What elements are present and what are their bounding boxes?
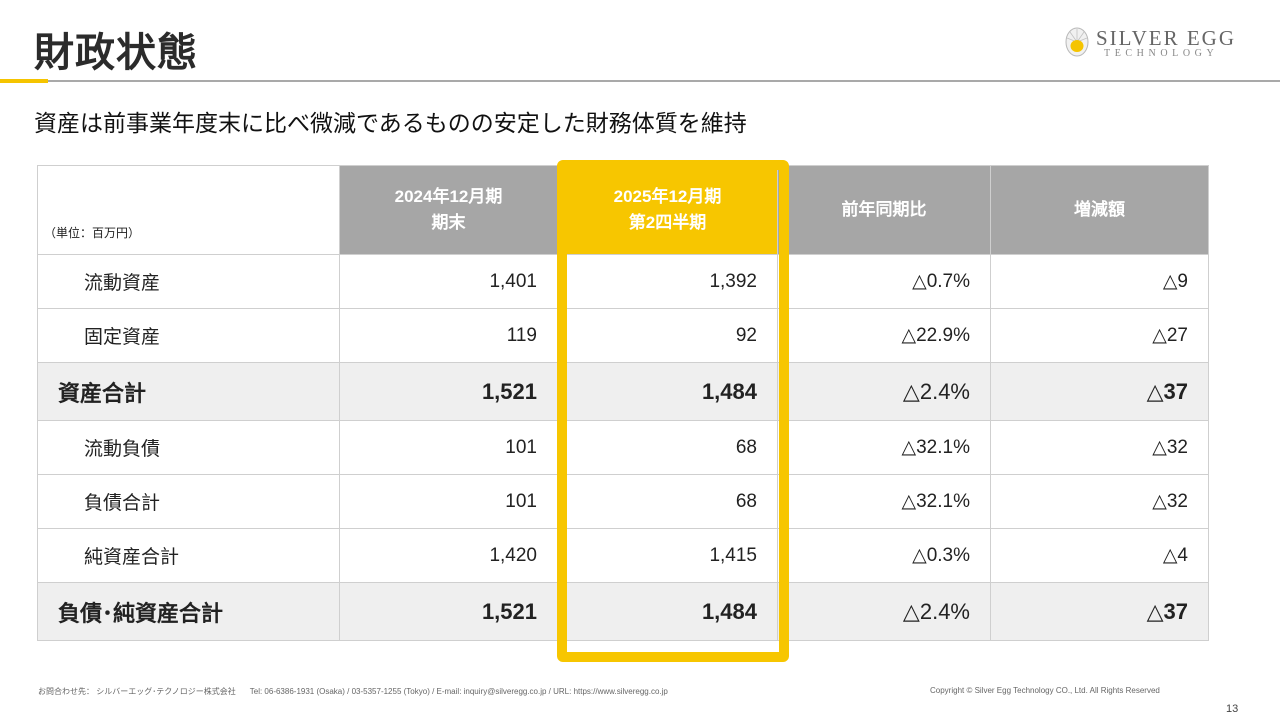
cell-current: 68	[557, 420, 778, 475]
column-header-current-line2: 第2四半期	[628, 213, 707, 232]
footer-contact-details: Tel: 06-6386-1931 (Osaka) / 03-5357-1255…	[249, 687, 668, 696]
cell-prev: 1,521	[339, 362, 558, 421]
column-header-prev-line1: 2024年12月期	[394, 187, 503, 206]
table-row-total: 負債･純資産合計 1,521 1,484 △2.4% △37	[37, 582, 1209, 641]
row-label: 負債･純資産合計	[37, 582, 340, 641]
row-label: 負債合計	[37, 474, 340, 529]
row-label: 固定資産	[37, 308, 340, 363]
cell-current: 1,484	[557, 362, 778, 421]
footer-copyright: Copyright © Silver Egg Technology CO., L…	[930, 686, 1160, 695]
cell-current: 68	[557, 474, 778, 529]
cell-yoy: △0.7%	[777, 254, 991, 309]
table-header-row: （単位：百万円） 2024年12月期 期末 2025年12月期 第2四半期 前年…	[37, 165, 1209, 255]
table-row: 負債合計 101 68 △32.1% △32	[37, 474, 1209, 529]
cell-prev: 101	[339, 420, 558, 475]
title-divider	[0, 80, 1280, 82]
table-row: 固定資産 119 92 △22.9% △27	[37, 308, 1209, 363]
table-row-total: 資産合計 1,521 1,484 △2.4% △37	[37, 362, 1209, 421]
page-title: 財政状態	[34, 31, 198, 75]
cell-prev: 101	[339, 474, 558, 529]
title-accent-bar	[0, 79, 48, 83]
balance-sheet-table: （単位：百万円） 2024年12月期 期末 2025年12月期 第2四半期 前年…	[37, 165, 1209, 641]
cell-change: △4	[990, 528, 1209, 583]
unit-label: （単位：百万円）	[37, 165, 340, 255]
slide-subtitle: 資産は前事業年度末に比べ微減であるものの安定した財務体質を維持	[34, 110, 747, 136]
column-header-prev: 2024年12月期 期末	[339, 165, 558, 255]
cell-prev: 1,420	[339, 528, 558, 583]
cell-current: 1,484	[557, 582, 778, 641]
egg-logo-icon	[1065, 27, 1089, 57]
cell-prev: 119	[339, 308, 558, 363]
cell-current: 1,392	[557, 254, 778, 309]
cell-change: △27	[990, 308, 1209, 363]
row-label: 純資産合計	[37, 528, 340, 583]
column-header-change: 増減額	[990, 165, 1209, 255]
column-header-yoy: 前年同期比	[777, 165, 991, 255]
company-logo: SILVER EGG TECHNOLOGY	[1064, 24, 1254, 64]
cell-change: △37	[990, 362, 1209, 421]
cell-change: △9	[990, 254, 1209, 309]
cell-yoy: △32.1%	[777, 474, 991, 529]
cell-yoy: △22.9%	[777, 308, 991, 363]
row-label: 資産合計	[37, 362, 340, 421]
cell-yoy: △2.4%	[777, 362, 991, 421]
cell-prev: 1,401	[339, 254, 558, 309]
footer-contact: お問合わせ先： シルバーエッグ･テクノロジー株式会社 Tel: 06-6386-1…	[38, 686, 668, 697]
cell-current: 1,415	[557, 528, 778, 583]
logo-subwordmark: TECHNOLOGY	[1104, 48, 1219, 59]
cell-yoy: △32.1%	[777, 420, 991, 475]
cell-prev: 1,521	[339, 582, 558, 641]
table-row: 流動負債 101 68 △32.1% △32	[37, 420, 1209, 475]
column-header-current-line1: 2025年12月期	[613, 187, 722, 206]
cell-current: 92	[557, 308, 778, 363]
cell-change: △32	[990, 474, 1209, 529]
cell-yoy: △0.3%	[777, 528, 991, 583]
page-number: 13	[1226, 703, 1239, 715]
row-label: 流動負債	[37, 420, 340, 475]
table-row: 流動資産 1,401 1,392 △0.7% △9	[37, 254, 1209, 309]
column-header-current: 2025年12月期 第2四半期	[557, 165, 778, 255]
logo-wordmark: SILVER EGG	[1096, 26, 1236, 50]
cell-change: △37	[990, 582, 1209, 641]
row-label: 流動資産	[37, 254, 340, 309]
table-row: 純資産合計 1,420 1,415 △0.3% △4	[37, 528, 1209, 583]
footer-contact-label: お問合わせ先： シルバーエッグ･テクノロジー株式会社	[38, 687, 236, 696]
cell-change: △32	[990, 420, 1209, 475]
column-header-prev-line2: 期末	[431, 213, 466, 232]
cell-yoy: △2.4%	[777, 582, 991, 641]
